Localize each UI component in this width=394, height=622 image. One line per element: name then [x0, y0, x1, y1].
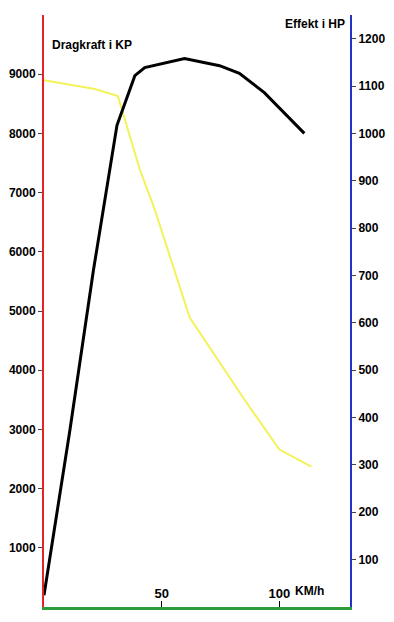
svg-text:1000: 1000 [358, 127, 385, 141]
svg-text:3000: 3000 [9, 423, 36, 437]
svg-text:6000: 6000 [9, 245, 36, 259]
svg-text:100: 100 [358, 553, 378, 567]
svg-text:1100: 1100 [358, 79, 384, 93]
svg-text:600: 600 [358, 316, 378, 330]
svg-text:400: 400 [358, 411, 378, 425]
svg-text:500: 500 [358, 363, 378, 377]
svg-text:KM/h: KM/h [295, 584, 324, 598]
svg-text:Dragkraft i KP: Dragkraft i KP [52, 38, 132, 52]
svg-text:50: 50 [154, 586, 168, 601]
svg-text:800: 800 [358, 221, 378, 235]
svg-text:1000: 1000 [9, 541, 36, 555]
svg-text:300: 300 [358, 458, 378, 472]
svg-text:9000: 9000 [9, 67, 36, 81]
svg-text:200: 200 [358, 505, 378, 519]
svg-text:900: 900 [358, 174, 378, 188]
svg-text:700: 700 [358, 269, 378, 283]
svg-text:5000: 5000 [9, 304, 36, 318]
svg-text:2000: 2000 [9, 482, 36, 496]
svg-text:1200: 1200 [358, 32, 385, 46]
svg-text:8000: 8000 [9, 127, 36, 141]
svg-text:4000: 4000 [9, 363, 36, 377]
svg-text:100: 100 [269, 586, 291, 601]
svg-text:Effekt i HP: Effekt i HP [285, 17, 345, 31]
svg-text:7000: 7000 [9, 186, 36, 200]
